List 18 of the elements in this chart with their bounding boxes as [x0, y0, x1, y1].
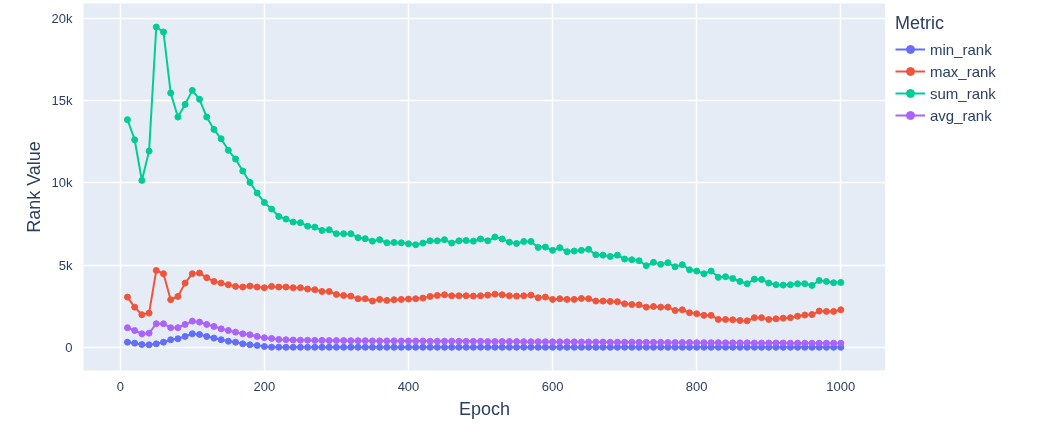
legend-title: Metric [895, 13, 945, 34]
x-tick-label: 400 [397, 378, 420, 394]
x-tick-label: 800 [685, 378, 708, 394]
x-tick-label: 200 [253, 378, 276, 394]
legend-label: sum_rank [930, 84, 996, 102]
y-tick-label: 20k [51, 10, 73, 26]
x-tick-label: 0 [116, 378, 124, 394]
legend-label: max_rank [930, 62, 996, 80]
x-tick-label: 600 [541, 378, 564, 394]
y-tick-label: 5k [58, 257, 73, 273]
y-tick-label: 0 [65, 339, 73, 355]
y-tick-label: 10k [51, 175, 73, 191]
legend-label: avg_rank [930, 106, 992, 124]
y-axis-title: Rank Value [23, 141, 44, 233]
x-tick-label: 1000 [826, 378, 856, 394]
y-tick-label: 15k [51, 93, 73, 109]
x-axis-title: Epoch [458, 398, 511, 419]
legend-label: min_rank [930, 40, 992, 58]
